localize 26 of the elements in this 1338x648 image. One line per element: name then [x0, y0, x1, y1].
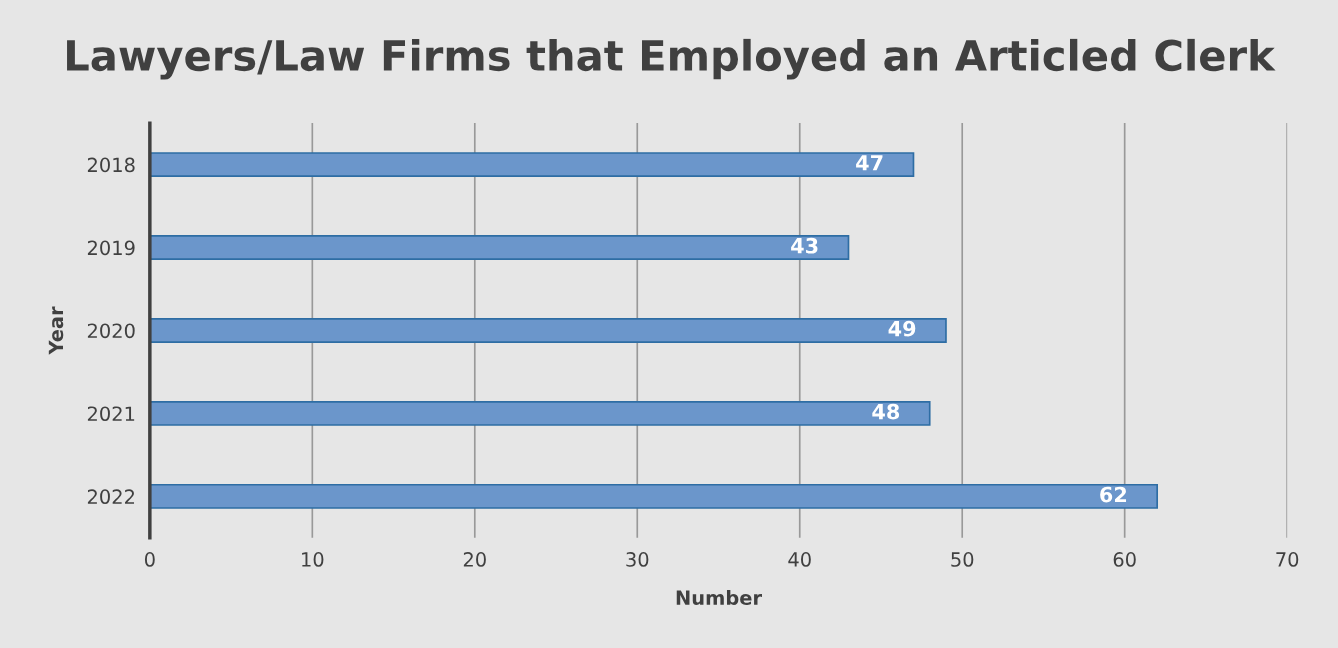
data-label: 49: [888, 320, 916, 337]
x-tick-label: 70: [1276, 552, 1299, 567]
x-axis-title: Number: [676, 589, 762, 606]
x-tick-label: 30: [626, 552, 649, 567]
x-tick-label: 40: [788, 552, 811, 567]
y-tick-label: 2021: [87, 406, 135, 422]
bar: [149, 152, 915, 178]
y-tick-label: 2022: [87, 489, 135, 505]
y-tick-label: 2020: [87, 323, 135, 339]
x-tick-label: 10: [302, 552, 324, 567]
data-label: 47: [856, 155, 883, 171]
x-tick-label: 0: [144, 552, 155, 567]
chart-title: Lawyers/Law Firms that Employed an Articled Clerk: [67, 38, 1276, 80]
bar: [149, 483, 1159, 509]
bar: [149, 235, 850, 260]
x-tick-label: 60: [1113, 552, 1136, 567]
y-tick-label: 2018: [87, 157, 135, 173]
x-tick-label: 50: [951, 552, 974, 567]
data-label: 62: [1100, 486, 1127, 503]
bar: [149, 400, 931, 426]
y-axis-title: Year: [48, 306, 64, 355]
data-label: 43: [791, 237, 818, 254]
data-label: 48: [872, 403, 900, 420]
y-tick-label: 2019: [87, 240, 135, 256]
x-tick-label: 20: [463, 552, 486, 567]
bar: [149, 318, 947, 343]
